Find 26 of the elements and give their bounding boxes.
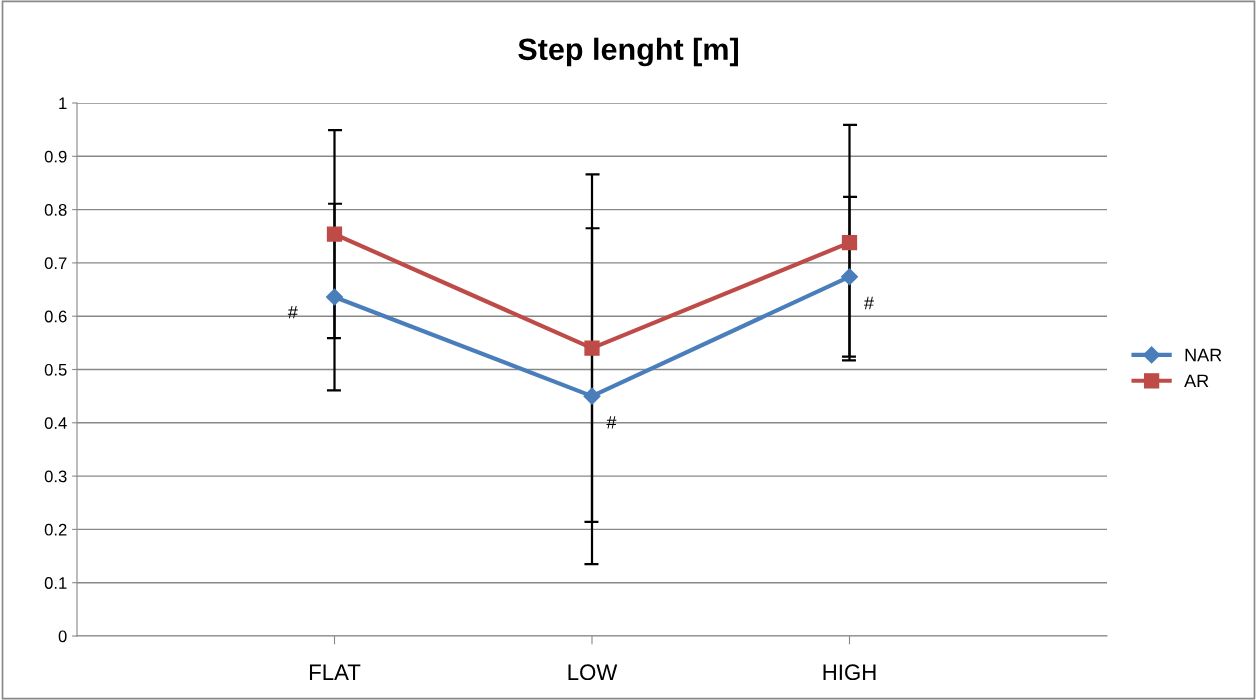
chart-title: Step lenght [m] (518, 37, 738, 67)
y-tick-label: 0.2 (44, 523, 67, 536)
y-tick-label: 1 (59, 97, 67, 110)
y-tick-label: 0.1 (44, 577, 67, 589)
y-tick-label: 0.5 (44, 363, 67, 376)
legend-label: AR (1184, 374, 1209, 388)
y-tick-label: 0.3 (44, 470, 67, 483)
y-tick-label: 0.7 (44, 257, 67, 270)
y-tick-label: 0.6 (44, 310, 67, 323)
x-tick-label: HIGH (823, 664, 876, 681)
annotation: # (287, 306, 298, 319)
point (584, 340, 600, 356)
y-tick-label: 0.4 (44, 417, 67, 429)
point (325, 288, 344, 306)
point (841, 235, 858, 251)
y-tick-label: 0.8 (44, 204, 67, 216)
x-tick-label: LOW (568, 664, 618, 681)
y-tick-label: 0 (58, 630, 67, 643)
y-tick-label: 0.9 (44, 150, 67, 163)
point (583, 387, 601, 405)
annotation: # (606, 416, 617, 429)
point (326, 226, 343, 242)
x-tick-label: FLAT (309, 664, 361, 680)
point (840, 268, 859, 286)
annotation: # (864, 296, 874, 310)
legend-label: NAR (1185, 348, 1222, 362)
